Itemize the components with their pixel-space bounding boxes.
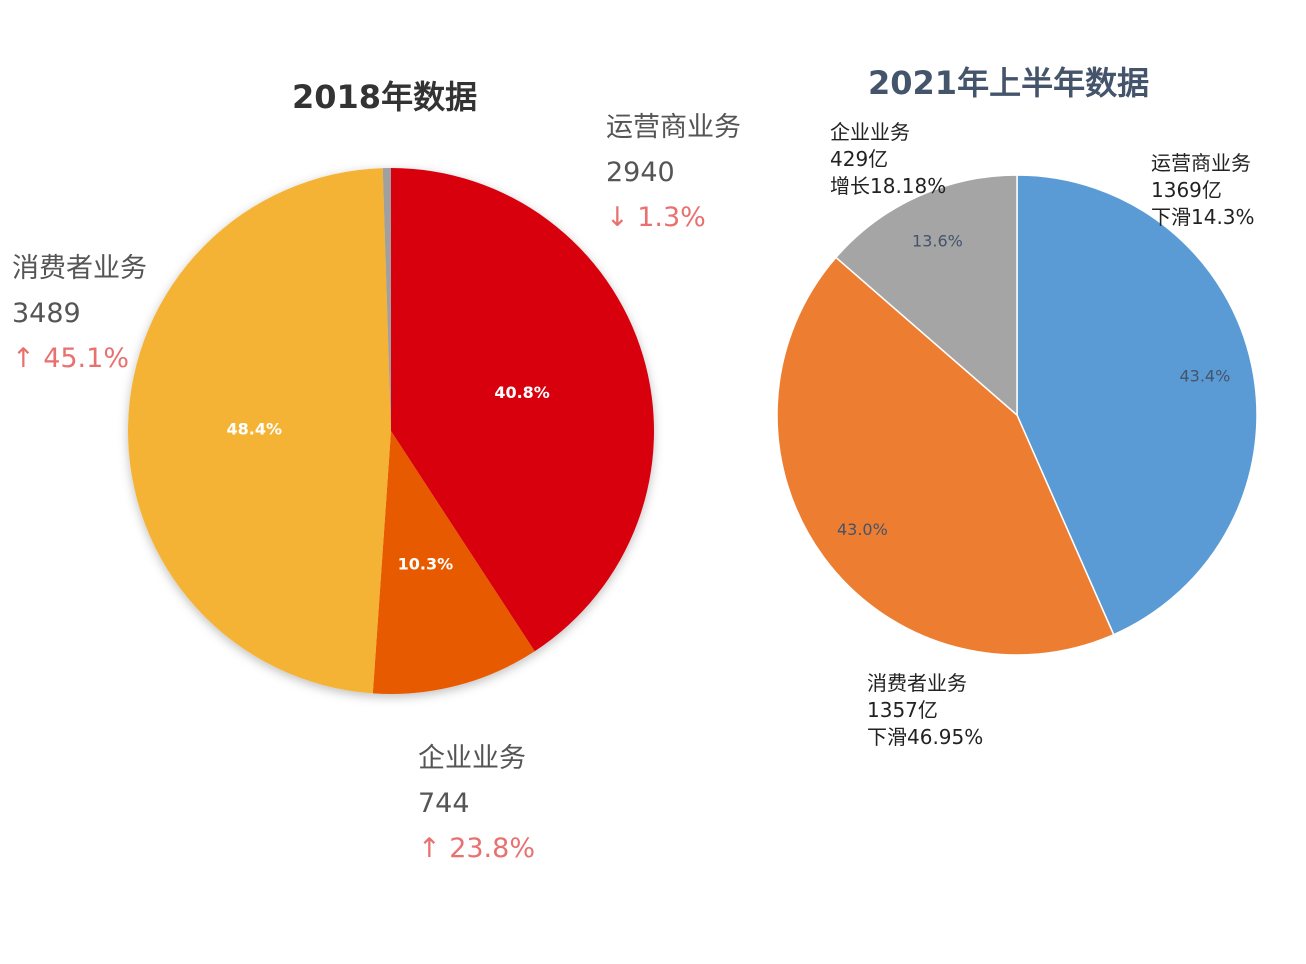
annotation-value: 429亿 [830,147,889,171]
pie-slice [128,168,391,694]
pie-slice [776,256,1115,656]
annotation-change: ↓ 1.3% [606,202,706,233]
pie-2018 [128,168,655,694]
annotation-name: 运营商业务 [606,112,741,143]
chart-title-2018: 2018年数据 [292,78,478,116]
annotation-enterprise-2021: 企业业务 429亿 增长18.18% [830,119,946,200]
annotation-carrier-2021: 运营商业务 1369亿 下滑14.3% [1151,150,1255,231]
pie-slice [834,174,1018,417]
annotation-value: 3489 [12,298,81,329]
annotation-name: 企业业务 [418,743,526,774]
annotation-name: 企业业务 [830,120,910,144]
annotation-enterprise-2018: 企业业务 744 ↑ 23.8% [418,736,535,871]
annotation-change: 增长18.18% [830,174,947,198]
pie-2021h1 [776,174,1258,656]
annotation-value: 1357亿 [867,698,938,722]
annotation-value: 1369亿 [1151,178,1222,202]
annotation-consumer-2018: 消费者业务 3489 ↑ 45.1% [12,246,147,381]
annotation-value: 744 [418,788,470,819]
annotation-name: 消费者业务 [867,671,967,695]
annotation-consumer-2021: 消费者业务 1357亿 下滑46.95% [867,670,983,751]
pie-slice [382,168,391,431]
annotation-carrier-2018: 运营商业务 2940 ↓ 1.3% [606,105,741,240]
annotation-change: ↑ 45.1% [12,343,129,374]
annotation-change: 下滑46.95% [867,725,984,749]
slice-percent-label: 48.4% [227,419,283,438]
pie-slice [372,431,535,694]
slice-percent-label: 10.3% [398,554,454,573]
slice-percent-label: 43.4% [1179,366,1230,385]
annotation-change: 下滑14.3% [1151,205,1255,229]
chart-title-2021h1: 2021年上半年数据 [868,64,1150,102]
slice-percent-label: 40.8% [494,383,550,402]
pie-slice [391,168,655,652]
annotation-name: 消费者业务 [12,253,147,284]
slice-percent-label: 43.0% [837,520,888,539]
slice-percent-label: 13.6% [912,231,963,250]
pie-slice [1016,174,1258,636]
annotation-value: 2940 [606,157,675,188]
annotation-name: 运营商业务 [1151,151,1251,175]
annotation-change: ↑ 23.8% [418,833,535,864]
